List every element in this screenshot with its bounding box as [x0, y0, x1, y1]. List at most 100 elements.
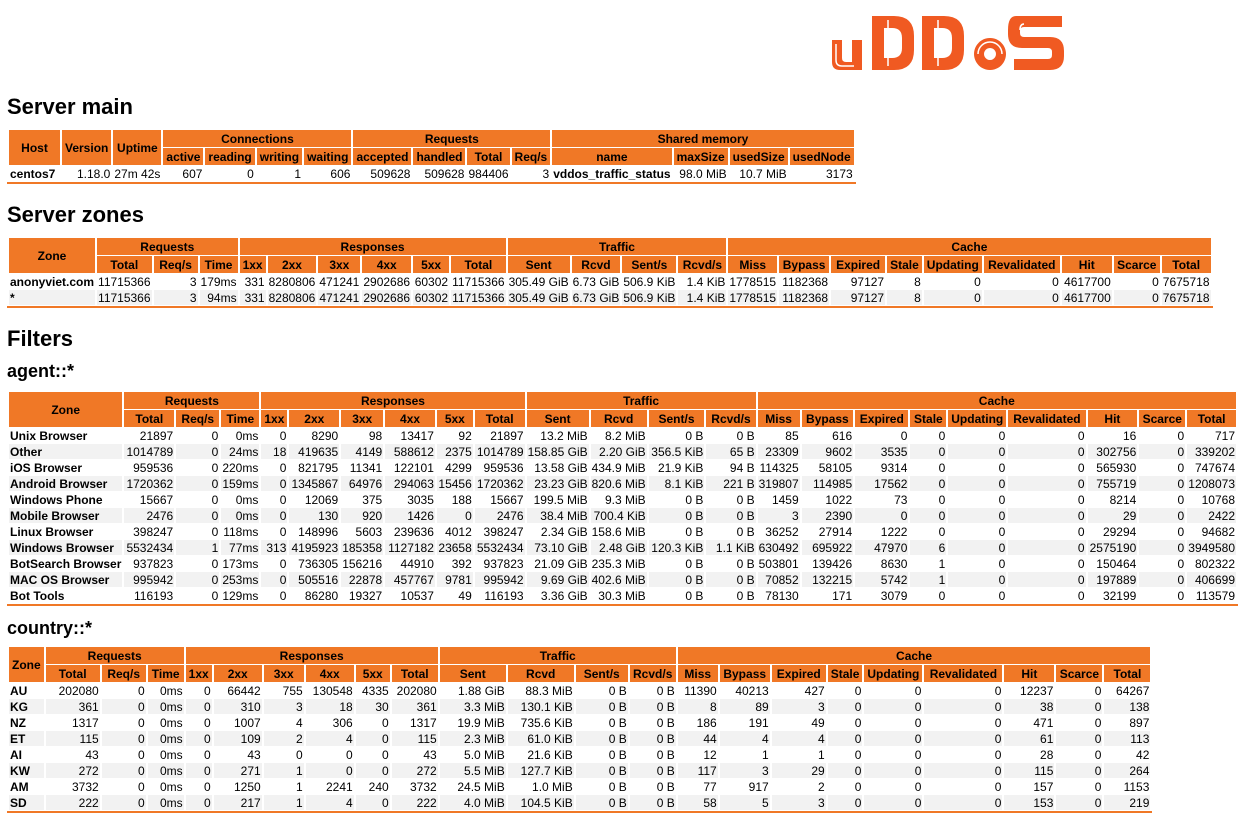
col-miss: Miss [677, 665, 718, 682]
cell-scarce: 0 [1139, 540, 1186, 555]
cell-miss: 70852 [757, 572, 800, 587]
cell-1xx: 0 [261, 572, 288, 587]
cell-5xx: 392 [451, 556, 472, 571]
table-row: centos7 1.18.0 27m 42s 607 0 1 606 50962… [9, 166, 854, 181]
cell-4xx: 3035 [407, 492, 434, 507]
cell-5xx: 0 [382, 715, 389, 730]
cell-1xx: 0 [279, 588, 287, 603]
cell-scarce: 0 [1177, 588, 1185, 603]
cell-miss: 186 [696, 715, 717, 730]
cell-total: 272 [391, 763, 438, 778]
cell-total: 937823 [483, 556, 524, 571]
cell-rcvd: 6.73 GiB [571, 290, 621, 305]
col-max-size: maxSize [673, 148, 728, 165]
col-hit: Hit [1087, 410, 1138, 427]
cell-total: 43 [423, 747, 437, 762]
cell-1xx: 0 [261, 476, 288, 491]
cell-stale: 0 [910, 476, 947, 491]
cell-stale: 1 [938, 556, 946, 571]
cell-bypass: 1182368 [782, 274, 829, 289]
cell-time: 0ms [160, 683, 183, 698]
cell-miss: 114325 [759, 460, 799, 475]
col-expired: Expired [855, 410, 909, 427]
cell-scarce: 0 [1094, 715, 1102, 730]
cell-2xx: 130 [289, 508, 340, 523]
cell-1xx: 0 [279, 428, 287, 443]
cell-bypass: 616 [832, 428, 853, 443]
cell-total: 64267 [1116, 683, 1150, 698]
accepted-value: 509628 [370, 166, 411, 181]
cell-sent-s: 0 B [648, 508, 705, 523]
zone-name: KW [9, 763, 44, 778]
cell-total: 42 [1136, 747, 1150, 762]
cell-expired: 0 [855, 508, 909, 523]
cell-miss: 23309 [757, 444, 800, 459]
cell-2xx: 8280806 [267, 290, 317, 305]
col-total: Total [474, 410, 525, 427]
cell-3xx: 1 [263, 795, 304, 810]
cell-expired: 47970 [855, 540, 909, 555]
cell-stale: 0 [938, 588, 946, 603]
cell-expired: 3 [771, 795, 826, 810]
cell-sent-s: 506.9 KiB [622, 290, 677, 305]
server-zones-title: Server zones [7, 202, 144, 227]
cell-revalidated: 0 [994, 715, 1002, 730]
cell-sent-s: 0 B [575, 763, 628, 778]
cell-stale: 0 [854, 715, 862, 730]
cell-3xx: 19327 [348, 588, 383, 603]
cell-revalidated: 0 [994, 779, 1002, 794]
cell-sent-s: 0 B [685, 556, 704, 571]
zone-name: Unix Browser [10, 428, 88, 443]
col-sent: Sent [439, 665, 506, 682]
cell-sent: 73.10 GiB [526, 540, 589, 555]
cell-rcvd-s: 0 B [736, 588, 755, 603]
cell-time: 159ms [221, 476, 260, 491]
cell-3xx: 920 [341, 508, 384, 523]
cell-rcvd: 402.6 MiB [590, 572, 647, 587]
cell-updating: 0 [948, 540, 1007, 555]
col-total: Total [451, 256, 506, 273]
col-rcvd-s: Rcvd/s [629, 665, 676, 682]
cell-bypass: 58105 [818, 460, 853, 475]
cell-revalidated: 0 [924, 763, 1003, 778]
cell-5xx: 0 [436, 508, 473, 523]
cell-sent: 9.69 GiB [526, 572, 589, 587]
cell-rcvd-s: 0 B [706, 508, 756, 523]
cell-total: 116193 [484, 588, 524, 603]
cell-1xx: 331 [244, 274, 265, 289]
col-revalidated: Revalidated [1008, 410, 1086, 427]
cell-req-s: 0 [211, 492, 219, 507]
table-row: Bot Tools 116193 0 129ms 0 86280 19327 10537 49 1… [9, 588, 1236, 603]
cell-rcvd-s: 0 B [656, 715, 675, 730]
cell-rcvd: 735.6 KiB [520, 715, 573, 730]
col-rcvd: Rcvd [571, 256, 621, 273]
cell-4xx: 2902686 [362, 290, 412, 305]
cell-3xx: 64976 [341, 476, 384, 491]
cell-sent-s: 0 B [575, 731, 628, 746]
cell-5xx: 49 [458, 588, 472, 603]
cell-1xx: 0 [204, 683, 211, 698]
col-scarce: Scarce [1056, 665, 1103, 682]
cell-rcvd: 1.0 MiB [532, 779, 573, 794]
cell-req-s: 1 [176, 540, 220, 555]
cell-revalidated: 0 [1077, 492, 1085, 507]
country-filter-table: Zone Requests Responses Traffic Cache Total Re… [7, 646, 1153, 813]
cell-hit: 61 [1004, 731, 1055, 746]
col-hit: Hit [1061, 256, 1112, 273]
cell-hit: 565930 [1096, 460, 1137, 475]
col-accepted: accepted [353, 148, 412, 165]
cell-sent: 305.49 GiB [507, 290, 570, 305]
cell-sent: 24.5 MiB [457, 779, 505, 794]
cell-bypass: 1182368 [779, 290, 830, 305]
cell-total: 3732 [71, 779, 99, 794]
cell-total: 3732 [410, 779, 437, 794]
cell-1xx: 313 [261, 540, 288, 555]
group-requests: Requests [45, 647, 184, 664]
used-node-value: 3173 [825, 166, 853, 181]
col-2xx: 2xx [213, 665, 262, 682]
col-1xx: 1xx [239, 256, 266, 273]
col-updating: Updating [923, 256, 982, 273]
zone-name: Mobile Browser [9, 508, 123, 523]
